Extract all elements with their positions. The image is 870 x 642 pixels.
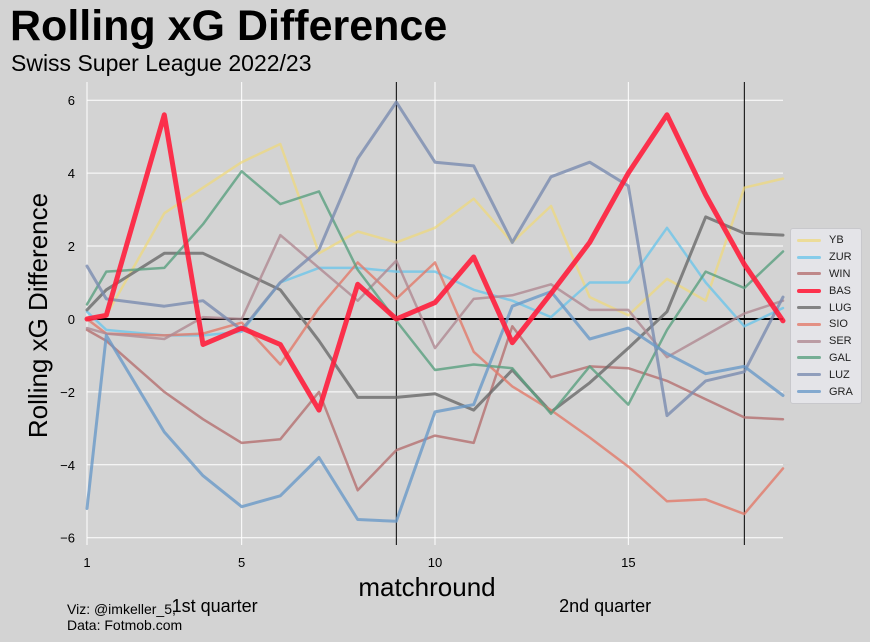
y-tick-label: −2 (60, 385, 75, 400)
legend-item-yb: YB (791, 232, 861, 249)
series-line-yb (85, 142, 785, 321)
x-tick-label: 10 (428, 555, 442, 570)
series-line-luz (85, 100, 785, 418)
legend-label: SER (829, 335, 852, 348)
legend-swatch (797, 306, 821, 310)
series-line-gra (85, 290, 785, 523)
series-line-ser (85, 233, 785, 359)
legend-item-sio: SIO (791, 316, 861, 333)
legend-label: SIO (829, 318, 848, 331)
legend-label: LUZ (829, 368, 850, 381)
legend-label: ZUR (829, 251, 852, 264)
legend-item-luz: LUZ (791, 366, 861, 383)
legend-item-ser: SER (791, 333, 861, 350)
y-tick-label: 6 (68, 93, 75, 108)
legend-label: YB (829, 234, 844, 247)
series-line-bas (84, 112, 786, 413)
quarter-annotation: 1st quarter (172, 596, 258, 616)
y-tick-label: 0 (68, 312, 75, 327)
credit-data-source: Data: Fotmob.com (67, 617, 183, 633)
legend-swatch (797, 339, 821, 343)
legend-swatch (797, 356, 821, 360)
legend-label: GRA (829, 385, 853, 398)
legend-swatch (797, 238, 821, 242)
legend-label: LUG (829, 301, 852, 314)
legend-label: WIN (829, 267, 851, 280)
y-axis-label: Rolling xG Difference (23, 193, 53, 438)
credit-text: Viz: @imkeller_5, Data: Fotmob.com (67, 601, 182, 633)
y-tick-label: 2 (68, 239, 75, 254)
chart-legend: YB ZUR WIN BAS LUG SIO SER GAL LUZ GRA (790, 228, 862, 404)
chart-subtitle: Swiss Super League 2022/23 (11, 50, 312, 76)
legend-item-gra: GRA (791, 383, 861, 400)
chart-title: Rolling xG Difference (10, 2, 448, 50)
legend-swatch (797, 373, 821, 377)
legend-item-lug: LUG (791, 299, 861, 316)
x-tick-label: 5 (238, 555, 245, 570)
quarter-annotation: 2nd quarter (559, 596, 651, 616)
legend-swatch (797, 272, 821, 276)
x-tick-label: 1 (83, 555, 90, 570)
legend-swatch (797, 322, 821, 326)
y-tick-label: 4 (68, 166, 75, 181)
series-line-win (85, 325, 785, 492)
series-line-gal (85, 170, 785, 416)
legend-swatch (797, 390, 821, 394)
legend-label: GAL (829, 351, 852, 364)
credit-viz: Viz: @imkeller_5, (67, 601, 176, 617)
legend-item-gal: GAL (791, 350, 861, 367)
legend-label: BAS (829, 284, 852, 297)
x-axis-label: matchround (358, 572, 495, 602)
legend-item-win: WIN (791, 266, 861, 283)
y-tick-label: −6 (60, 531, 75, 546)
legend-swatch (797, 255, 821, 259)
y-tick-label: −4 (60, 458, 75, 473)
legend-item-bas: BAS (791, 282, 861, 299)
series-line-lug (85, 215, 785, 414)
legend-item-zur: ZUR (791, 249, 861, 266)
x-tick-label: 15 (621, 555, 635, 570)
legend-swatch (797, 288, 821, 293)
